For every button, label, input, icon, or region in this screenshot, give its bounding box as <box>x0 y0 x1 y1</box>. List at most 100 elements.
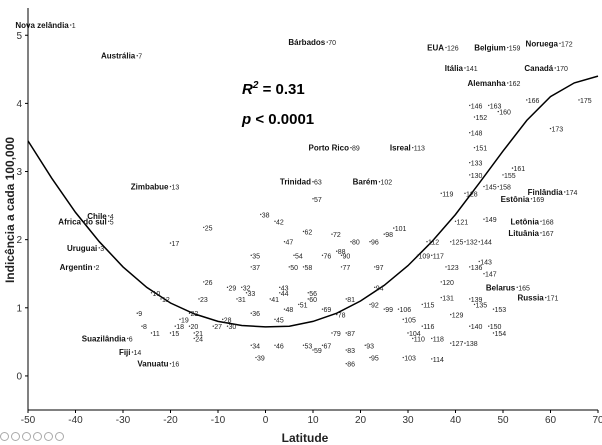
data-point: Belarus 165 <box>486 283 530 292</box>
point-label: 116 <box>423 324 434 331</box>
point-label: 58 <box>305 265 313 272</box>
data-point: 56 <box>307 291 317 298</box>
point-marker <box>326 41 328 43</box>
point-label: 32 <box>243 285 251 292</box>
point-label: 153 <box>495 307 507 314</box>
point-label: 140 <box>471 324 483 331</box>
point-marker <box>312 349 314 351</box>
data-point: 57 <box>312 197 322 204</box>
point-label: 47 <box>286 240 294 247</box>
point-label: 51 <box>300 302 308 309</box>
data-point: 148 <box>469 131 483 138</box>
point-label: 125 <box>452 240 464 247</box>
point-marker <box>383 233 385 235</box>
point-marker <box>473 146 476 149</box>
data-point: 173 <box>549 127 563 134</box>
point-label: 144 <box>480 240 492 247</box>
point-label: 170 <box>556 66 568 73</box>
x-tick-label: 40 <box>450 415 462 426</box>
x-tick-label: 50 <box>497 415 509 426</box>
point-marker <box>226 286 229 289</box>
data-point: 125 <box>450 240 464 247</box>
data-point: 133 <box>469 161 483 168</box>
point-marker <box>302 230 305 233</box>
point-label: 30 <box>229 324 237 331</box>
point-label: 70 <box>328 40 336 47</box>
country-label: Trinidad <box>280 178 311 187</box>
data-point: 58 <box>302 265 313 272</box>
point-label: 148 <box>471 131 483 138</box>
point-label: 97 <box>376 265 384 272</box>
point-marker <box>169 332 172 334</box>
data-point: 35 <box>250 253 260 260</box>
data-point: EUA 126 <box>427 44 459 53</box>
data-point: 76 <box>321 253 331 260</box>
data-point: 12 <box>160 297 170 304</box>
point-label: 121 <box>457 219 469 226</box>
point-marker <box>374 286 376 289</box>
point-label: 24 <box>195 336 203 343</box>
point-marker <box>497 110 499 113</box>
data-point: 114 <box>431 357 444 364</box>
point-marker <box>321 308 324 310</box>
point-label: 113 <box>414 146 425 153</box>
country-label: Noruega <box>526 39 559 48</box>
point-label: 72 <box>333 232 341 239</box>
data-point: Russia 171 <box>518 294 559 303</box>
point-marker <box>464 67 466 69</box>
data-point: Estônia 169 <box>501 195 545 204</box>
data-point: 130 <box>469 173 483 180</box>
point-marker <box>445 266 447 268</box>
point-marker <box>431 358 433 360</box>
point-marker <box>150 332 153 334</box>
point-marker <box>350 146 352 149</box>
data-point: 87 <box>345 331 355 338</box>
point-marker <box>488 104 490 107</box>
point-marker <box>407 332 409 334</box>
point-marker <box>445 46 447 49</box>
data-point: 54 <box>293 253 303 260</box>
point-marker <box>559 42 561 45</box>
data-point: Austrália 7 <box>101 52 142 61</box>
data-point: Finlândia 174 <box>528 188 578 197</box>
point-label: 99 <box>385 307 393 314</box>
point-label: 56 <box>309 291 317 298</box>
point-label: 8 <box>143 324 147 331</box>
data-point: 109 <box>416 253 430 260</box>
country-label: Vanuatu <box>137 360 168 369</box>
point-marker <box>188 325 191 327</box>
data-point: 116 <box>421 324 435 331</box>
point-marker <box>307 298 309 300</box>
point-label: 21 <box>195 331 203 338</box>
country-label: Zimbabue <box>131 183 169 192</box>
country-label: Argentin <box>60 263 93 272</box>
point-label: 2 <box>96 265 100 272</box>
point-marker <box>516 286 518 289</box>
country-label: Chile <box>87 212 107 221</box>
point-marker <box>502 174 504 176</box>
point-label: 106 <box>400 307 412 314</box>
data-point: 83 <box>345 348 355 355</box>
data-point: 60 <box>307 297 317 304</box>
point-marker <box>174 325 176 327</box>
point-label: 3 <box>100 246 104 253</box>
data-point: 118 <box>431 336 444 343</box>
data-point: 152 <box>473 115 487 122</box>
country-label: Canadá <box>524 64 553 73</box>
point-marker <box>421 303 423 306</box>
point-marker <box>321 254 324 257</box>
data-point: 72 <box>331 232 341 239</box>
point-marker <box>108 215 110 217</box>
point-marker <box>340 254 343 257</box>
point-label: 57 <box>314 197 322 204</box>
y-tick-label: 0 <box>16 371 22 382</box>
point-label: 127 <box>452 341 464 348</box>
point-label: 143 <box>480 259 492 266</box>
point-label: 150 <box>490 324 502 331</box>
point-marker <box>469 131 471 134</box>
point-marker <box>283 308 286 310</box>
point-label: 83 <box>347 348 355 355</box>
data-point: 86 <box>345 362 355 369</box>
data-point: 38 <box>260 212 270 219</box>
attribution-icon <box>11 432 20 441</box>
